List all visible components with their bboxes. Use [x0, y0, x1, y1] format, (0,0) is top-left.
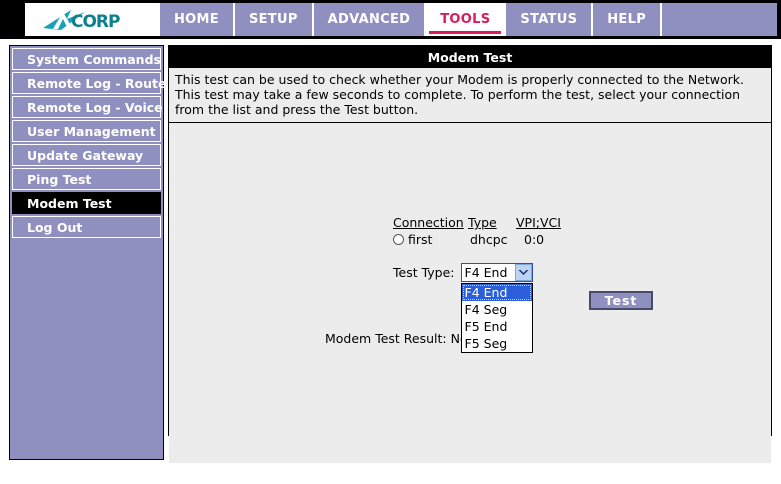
sidebar-item-user-management[interactable]: User Management — [12, 120, 161, 142]
sidebar-item-ping-test[interactable]: Ping Test — [12, 168, 161, 190]
test-type-option-list: F4 End F4 Seg F5 End F5 Seg — [460, 283, 533, 353]
sidebar-item-label: Remote Log - Voice — [27, 99, 163, 115]
sidebar-item-label: User Management — [27, 123, 156, 139]
option-label: F4 End — [464, 285, 508, 300]
col-header-connection: Connection — [393, 215, 468, 230]
nav-filler — [662, 3, 777, 36]
acorp-logo-icon: CORP — [42, 9, 121, 32]
sidebar-item-label: System Commands — [27, 51, 161, 67]
modem-test-result: Modem Test Result: Nothing — [325, 331, 500, 346]
brand-logo-cell: CORP — [25, 3, 160, 36]
form-area: Connection Type VPI;VCI first dhcpc 0:0 … — [169, 123, 771, 463]
test-type-select-wrap: F4 End F4 End F4 Seg F5 End F5 Seg — [460, 263, 533, 353]
test-type-option-f5-seg[interactable]: F5 Seg — [462, 335, 532, 352]
connection-table: Connection Type VPI;VCI first dhcpc 0:0 — [393, 215, 580, 247]
nav-tab-tools-label: TOOLS — [440, 12, 491, 27]
test-type-option-f4-seg[interactable]: F4 Seg — [462, 301, 532, 318]
nav-tab-help-label: HELP — [607, 12, 647, 27]
col-header-vpivci-label: VPI;VCI — [516, 215, 561, 230]
sidebar-item-label: Modem Test — [27, 195, 112, 211]
nav-tab-advanced[interactable]: ADVANCED — [313, 3, 427, 36]
test-button[interactable]: Test — [589, 291, 653, 310]
sidebar-item-label: Update Gateway — [27, 147, 144, 163]
connection-radio-first[interactable] — [393, 234, 404, 245]
connection-vpivci: 0:0 — [524, 232, 545, 247]
nav-tab-help[interactable]: HELP — [593, 3, 663, 36]
test-type-option-f4-end[interactable]: F4 End — [461, 284, 532, 301]
option-label: F4 Seg — [464, 302, 508, 317]
test-type-option-f5-end[interactable]: F5 End — [462, 318, 532, 335]
option-label: F5 End — [464, 319, 508, 334]
col-header-type-label: Type — [468, 215, 497, 230]
main-nav: HOME SETUP ADVANCED TOOLS STATUS HELP — [160, 3, 777, 36]
sidebar-item-system-commands[interactable]: System Commands — [12, 48, 161, 70]
option-label: F5 Seg — [464, 336, 508, 351]
test-type-row: Test Type: F4 End F4 End F4 Seg F5 E — [393, 263, 533, 353]
svg-text:CORP: CORP — [71, 12, 120, 32]
table-row: first dhcpc 0:0 — [393, 232, 580, 247]
chevron-down-glyph — [518, 270, 529, 275]
col-header-vpivci: VPI;VCI — [516, 215, 572, 230]
connection-cell: first — [393, 232, 468, 247]
chevron-down-icon[interactable] — [514, 264, 532, 281]
test-type-select[interactable]: F4 End — [460, 263, 533, 282]
connection-table-header: Connection Type VPI;VCI — [393, 215, 580, 230]
header-inner: CORP HOME SETUP ADVANCED TOOLS STATUS HE… — [25, 3, 777, 36]
nav-tab-home-label: HOME — [174, 12, 219, 27]
nav-tab-setup-label: SETUP — [248, 12, 298, 27]
acorp-logo: CORP — [41, 7, 145, 33]
nav-tab-status[interactable]: STATUS — [506, 3, 594, 36]
sidebar: System Commands Remote Log - Router Remo… — [9, 45, 173, 460]
col-header-type: Type — [468, 215, 516, 230]
test-type-selected-value: F4 End — [464, 265, 508, 280]
content-panel: Modem Test This test can be used to chec… — [168, 45, 772, 463]
header-bar: CORP HOME SETUP ADVANCED TOOLS STATUS HE… — [0, 0, 781, 39]
page-title: Modem Test — [169, 46, 771, 68]
sidebar-item-label: Remote Log - Router — [27, 75, 173, 91]
sidebar-item-remote-log-router[interactable]: Remote Log - Router — [12, 72, 173, 94]
connection-type: dhcpc — [470, 232, 508, 247]
test-button-label: Test — [604, 293, 638, 308]
sidebar-item-remote-log-voice[interactable]: Remote Log - Voice — [12, 96, 163, 118]
test-type-label: Test Type: — [393, 265, 455, 280]
col-header-connection-label: Connection — [393, 215, 464, 230]
sidebar-item-update-gateway[interactable]: Update Gateway — [12, 144, 161, 166]
description-text: This test can be used to check whether y… — [169, 68, 771, 123]
connection-name: first — [408, 232, 433, 247]
sidebar-item-label: Ping Test — [27, 171, 92, 187]
nav-tab-tools[interactable]: TOOLS — [426, 3, 507, 36]
nav-tab-setup[interactable]: SETUP — [234, 3, 314, 36]
nav-tab-status-label: STATUS — [520, 12, 578, 27]
nav-tab-advanced-label: ADVANCED — [327, 12, 411, 27]
sidebar-item-log-out[interactable]: Log Out — [12, 216, 161, 238]
page-title-text: Modem Test — [427, 49, 513, 65]
sidebar-item-modem-test[interactable]: Modem Test — [12, 192, 161, 214]
nav-tab-home[interactable]: HOME — [160, 3, 235, 36]
sidebar-item-label: Log Out — [27, 219, 83, 235]
